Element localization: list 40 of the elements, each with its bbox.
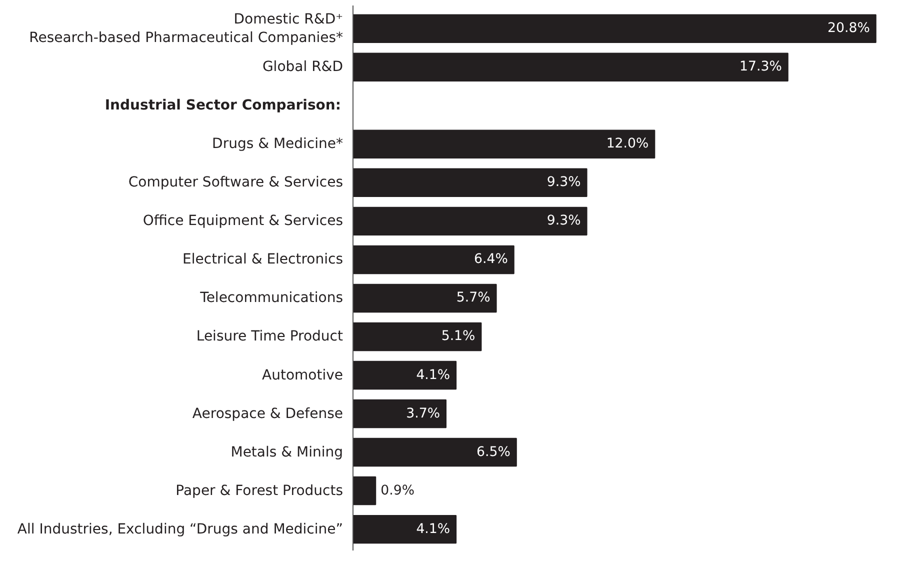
data-label: 3.7%	[406, 406, 440, 422]
bar	[352, 14, 876, 43]
bar	[352, 168, 588, 198]
y-tick-label: Office Equipment & Services	[142, 213, 344, 230]
y-tick-label: Global R&D	[262, 59, 344, 76]
bar	[352, 245, 514, 274]
bar	[352, 360, 457, 390]
data-label: 4.1%	[416, 522, 450, 537]
bar	[352, 284, 497, 313]
y-tick-label: Metals & Mining	[230, 444, 344, 460]
bar	[352, 130, 656, 159]
y-tick-label: Leisure Time Product	[196, 328, 344, 345]
bar	[352, 52, 788, 82]
data-label: 12.0%	[606, 136, 649, 152]
bar	[352, 438, 517, 467]
y-tick-label: Computer Software & Services	[128, 174, 344, 191]
y-tick-label: Paper & Forest Products	[176, 482, 344, 499]
bar	[352, 514, 457, 544]
data-label: 4.1%	[416, 368, 450, 383]
y-tick-label: Aerospace & Defense	[192, 406, 343, 422]
data-label: 9.3%	[546, 175, 581, 190]
y-tick-label: Drugs & Medicine*	[212, 136, 343, 152]
bar	[352, 399, 447, 428]
text: Industrial Sector Comparison:	[104, 98, 342, 114]
y-tick-label: Domestic R&D⁺ Research-based Pharmaceutical Companies*	[29, 11, 344, 46]
data-label: 17.3%	[740, 60, 782, 75]
data-label: 6.4%	[474, 252, 508, 268]
y-tick-label: All Industries, Excluding “Drugs and Medicine”	[17, 521, 344, 538]
data-label: 20.8%	[828, 21, 870, 36]
bar	[352, 476, 376, 506]
y-tick-label: Telecommunications	[199, 290, 344, 306]
data-label: 9.3%	[546, 214, 581, 229]
data-label: 0.9%	[380, 483, 414, 498]
y-tick-label: Electrical & Electronics	[182, 252, 343, 268]
data-label: 5.7%	[456, 290, 490, 306]
data-label: 5.1%	[441, 329, 476, 344]
bar	[352, 322, 482, 352]
y-tick-label: Automotive	[262, 367, 344, 384]
bar	[352, 206, 588, 236]
data-label: 6.5%	[476, 444, 510, 460]
